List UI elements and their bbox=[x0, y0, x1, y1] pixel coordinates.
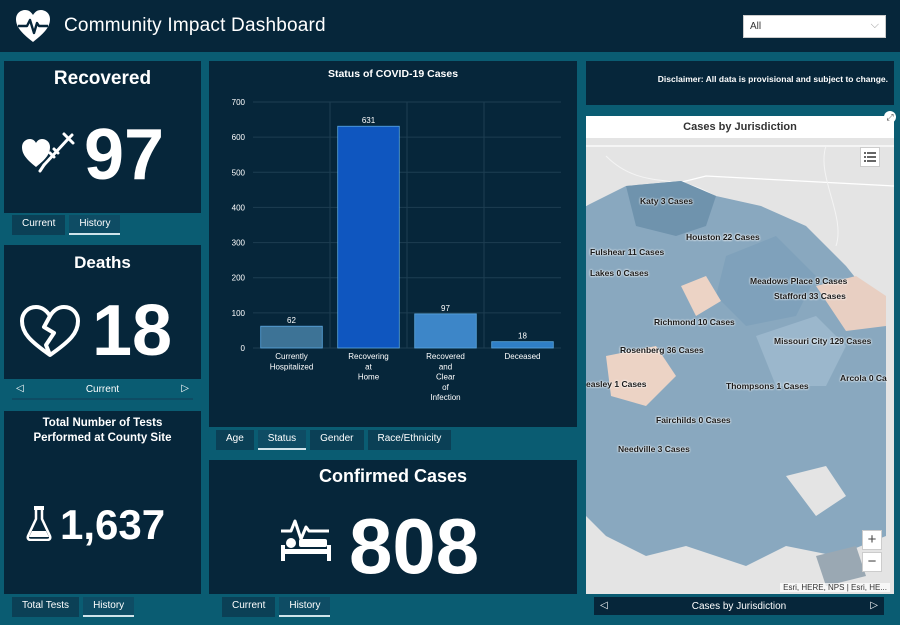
tab-tests-history[interactable]: History bbox=[83, 597, 135, 617]
tab-status[interactable]: Status bbox=[257, 430, 307, 450]
map-label-richmond[interactable]: Richmond 10 Cases bbox=[654, 317, 735, 327]
y-tick-label: 200 bbox=[232, 274, 246, 283]
tab-age[interactable]: Age bbox=[216, 430, 254, 450]
app-title: Community Impact Dashboard bbox=[64, 15, 326, 36]
tests-title-line1: Total Number of Tests bbox=[42, 417, 163, 429]
map-label-missouri-city[interactable]: Missouri City 129 Cases bbox=[774, 336, 872, 346]
recovered-title: Recovered bbox=[53, 68, 152, 89]
list-icon bbox=[864, 152, 876, 162]
tab-tests-total[interactable]: Total Tests bbox=[12, 597, 80, 617]
confirmed-panel: Confirmed Cases 808 bbox=[209, 460, 577, 594]
bar-value-label: 62 bbox=[287, 316, 296, 325]
heart-pulse-icon bbox=[16, 10, 50, 42]
map-label-stafford[interactable]: Stafford 33 Cases bbox=[774, 291, 846, 301]
y-tick-label: 500 bbox=[232, 168, 246, 177]
map-label-thompsons[interactable]: Thompsons 1 Cases bbox=[726, 381, 809, 391]
x-tick-label: Recovering at Home bbox=[348, 352, 388, 382]
chart-tabs: Age Status Gender Race/Ethnicity bbox=[216, 430, 452, 450]
map-label-meadows-place[interactable]: Meadows Place 9 Cases bbox=[750, 276, 848, 286]
zoom-out-button[interactable]: − bbox=[862, 552, 882, 572]
bar-value-label: 631 bbox=[362, 116, 376, 125]
map-title: Cases by Jurisdiction bbox=[586, 116, 894, 138]
map-label-fairchilds[interactable]: Fairchilds 0 Cases bbox=[656, 415, 731, 425]
bar[interactable] bbox=[337, 125, 400, 349]
x-tick-label: Recovered and Clear of Infection bbox=[426, 352, 465, 402]
tab-recovered-history[interactable]: History bbox=[69, 215, 121, 235]
filter-selected-value: All bbox=[750, 21, 762, 32]
deaths-nav: ◁ Current ▷ bbox=[12, 382, 193, 400]
map-nav-label: Cases by Jurisdiction bbox=[691, 601, 787, 612]
tab-race-ethnicity[interactable]: Race/Ethnicity bbox=[367, 430, 452, 450]
tab-recovered-current[interactable]: Current bbox=[12, 215, 66, 235]
deaths-panel: Deaths 18 bbox=[4, 245, 201, 379]
map-attribution: Esri, HERE, NPS | Esri, HE... bbox=[780, 583, 890, 592]
deaths-nav-label: Current bbox=[85, 384, 120, 395]
recovered-value: 97 bbox=[84, 115, 165, 195]
disclaimer-text: Disclaimer: All data is provisional and … bbox=[657, 74, 888, 84]
map-label-beasley[interactable]: easley 1 Cases bbox=[586, 379, 647, 389]
deaths-value: 18 bbox=[92, 291, 173, 371]
y-tick-label: 700 bbox=[232, 98, 246, 107]
status-chart-panel: Status of COVID-19 Cases 0 100 200 300 400 50… bbox=[209, 61, 577, 427]
deaths-title: Deaths bbox=[74, 253, 131, 272]
y-tick-label: 600 bbox=[232, 133, 246, 142]
deaths-next-arrow[interactable]: ▷ bbox=[181, 383, 189, 394]
map-label-arcola[interactable]: Arcola 0 Ca bbox=[840, 373, 887, 383]
map-prev-arrow[interactable]: ◁ bbox=[600, 600, 608, 611]
confirmed-tabs: Current History bbox=[222, 597, 331, 617]
tab-confirmed-current[interactable]: Current bbox=[222, 597, 276, 617]
tests-panel: Total Number of Tests Performed at Count… bbox=[4, 411, 201, 594]
map-nav: ◁ Cases by Jurisdiction ▷ bbox=[594, 597, 884, 615]
chevron-down-icon: ⌵ bbox=[870, 19, 879, 31]
map-expand-icon[interactable]: ⤢ bbox=[884, 111, 896, 123]
map-shapes bbox=[586, 145, 894, 586]
header-bar: Community Impact Dashboard All ⌵ bbox=[0, 0, 900, 52]
y-tick-label: 300 bbox=[232, 239, 246, 248]
confirmed-value: 808 bbox=[349, 502, 480, 590]
status-bar-chart: Status of COVID-19 Cases 0 100 200 300 400 50… bbox=[232, 68, 561, 402]
y-tick-label: 100 bbox=[232, 309, 246, 318]
y-tick-label: 0 bbox=[241, 344, 246, 353]
jurisdiction-filter-select[interactable]: All ⌵ bbox=[743, 15, 886, 38]
disclaimer-panel: Disclaimer: All data is provisional and … bbox=[586, 61, 894, 105]
heart-syringe-icon bbox=[22, 132, 75, 173]
tests-tabs: Total Tests History bbox=[12, 597, 135, 617]
bar-value-label: 97 bbox=[441, 304, 450, 313]
tests-value: 1,637 bbox=[60, 501, 166, 548]
chart-title: Status of COVID-19 Cases bbox=[328, 68, 458, 80]
broken-heart-icon bbox=[20, 305, 80, 357]
map-label-lakes[interactable]: Lakes 0 Cases bbox=[590, 268, 649, 278]
map-label-needville[interactable]: Needville 3 Cases bbox=[618, 444, 690, 454]
confirmed-title: Confirmed Cases bbox=[318, 466, 468, 486]
x-tick-label: Deceased bbox=[504, 352, 540, 361]
zoom-in-button[interactable]: + bbox=[862, 530, 882, 550]
deaths-prev-arrow[interactable]: ◁ bbox=[16, 383, 24, 394]
map-label-rosenberg[interactable]: Rosenberg 36 Cases bbox=[620, 345, 704, 355]
bar-value-label: 18 bbox=[518, 332, 527, 341]
legend-list-button[interactable] bbox=[860, 147, 880, 167]
flask-icon bbox=[26, 506, 52, 541]
hospital-bed-icon bbox=[281, 519, 331, 561]
bar[interactable] bbox=[260, 325, 323, 349]
y-tick-label: 400 bbox=[232, 203, 246, 212]
tab-confirmed-history[interactable]: History bbox=[279, 597, 331, 617]
map-label-katy[interactable]: Katy 3 Cases bbox=[640, 196, 693, 206]
bar[interactable] bbox=[491, 341, 554, 349]
recovered-panel: Recovered 97 bbox=[4, 61, 201, 213]
map-label-houston[interactable]: Houston 22 Cases bbox=[686, 232, 760, 242]
tab-gender[interactable]: Gender bbox=[310, 430, 364, 450]
jurisdiction-map[interactable]: Cases by Jurisdiction Katy 3 Cases Houst… bbox=[586, 116, 894, 594]
recovered-tabs: Current History bbox=[12, 215, 121, 235]
bar[interactable] bbox=[414, 313, 477, 349]
map-label-fulshear[interactable]: Fulshear 11 Cases bbox=[590, 247, 665, 257]
map-next-arrow[interactable]: ▷ bbox=[870, 600, 878, 611]
x-tick-label: Currently Hospitalized bbox=[270, 352, 314, 371]
tests-title-line2: Performed at County Site bbox=[33, 432, 172, 444]
